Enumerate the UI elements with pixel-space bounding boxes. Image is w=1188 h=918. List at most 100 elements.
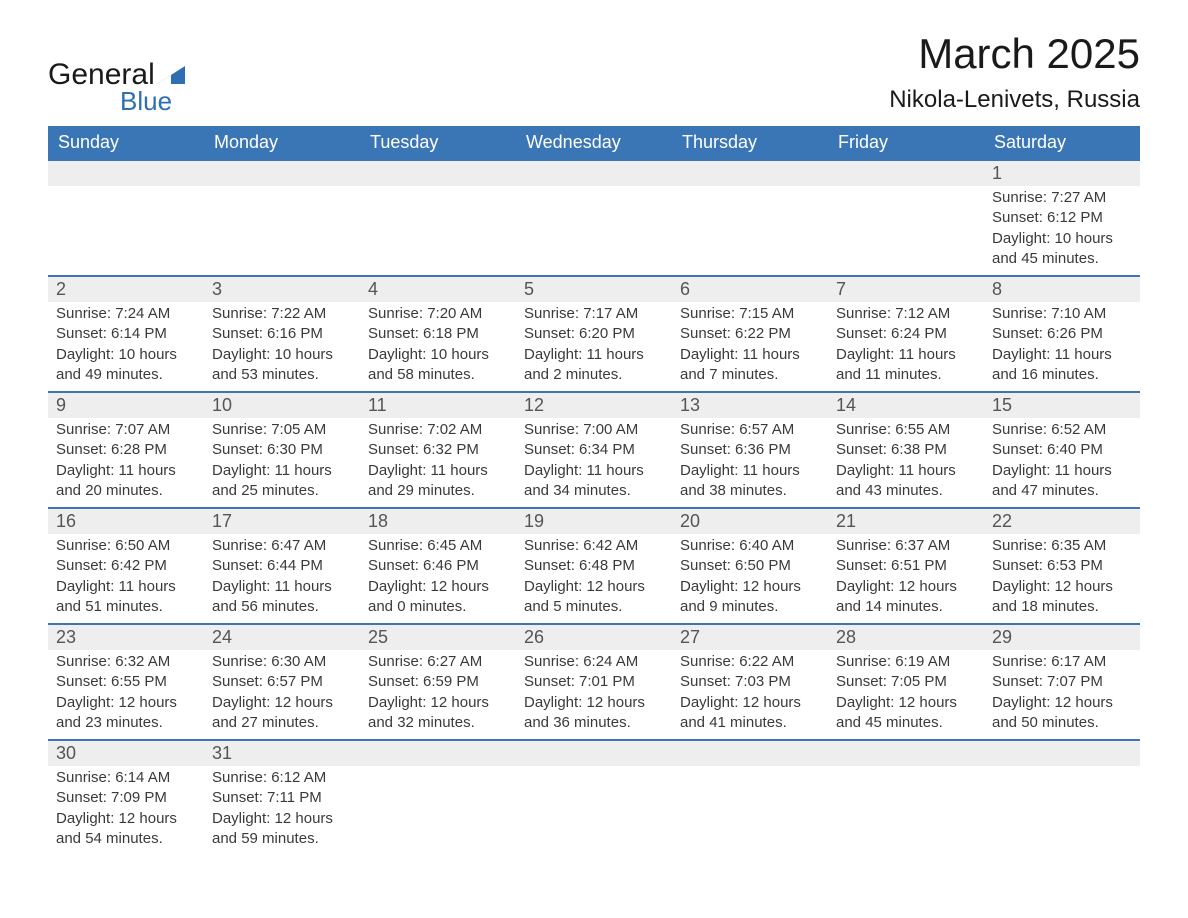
weekday-header: Thursday (672, 126, 828, 160)
sunrise-line: Sunrise: 7:12 AM (836, 304, 976, 324)
sunset-line: Sunset: 6:16 PM (212, 324, 352, 344)
weekday-header: Tuesday (360, 126, 516, 160)
day-number: 20 (672, 509, 828, 534)
sunrise-line: Sunrise: 6:45 AM (368, 536, 508, 556)
day-cell-body: Sunrise: 6:14 AMSunset: 7:09 PMDaylight:… (48, 766, 204, 855)
sunrise-line: Sunrise: 6:24 AM (524, 652, 664, 672)
day-cell-header: 25 (360, 624, 516, 650)
day-cell-body (48, 186, 204, 276)
day-data: Sunrise: 6:50 AMSunset: 6:42 PMDaylight:… (48, 534, 204, 623)
day-number: 8 (984, 277, 1140, 302)
day-cell-header: 2 (48, 276, 204, 302)
day-cell-header (516, 740, 672, 766)
sunrise-line: Sunrise: 6:35 AM (992, 536, 1132, 556)
daylight-line: Daylight: 11 hours and 11 minutes. (836, 345, 976, 386)
day-data: Sunrise: 7:20 AMSunset: 6:18 PMDaylight:… (360, 302, 516, 391)
daylight-line: Daylight: 12 hours and 5 minutes. (524, 577, 664, 618)
day-cell-header: 3 (204, 276, 360, 302)
day-cell-header: 29 (984, 624, 1140, 650)
calendar-table: Sunday Monday Tuesday Wednesday Thursday… (48, 126, 1140, 855)
sunrise-line: Sunrise: 7:24 AM (56, 304, 196, 324)
data-row: Sunrise: 7:07 AMSunset: 6:28 PMDaylight:… (48, 418, 1140, 508)
sunset-line: Sunset: 6:51 PM (836, 556, 976, 576)
day-number: 9 (48, 393, 204, 418)
sunrise-line: Sunrise: 7:07 AM (56, 420, 196, 440)
sunrise-line: Sunrise: 6:57 AM (680, 420, 820, 440)
daylight-line: Daylight: 12 hours and 50 minutes. (992, 693, 1132, 734)
day-data: Sunrise: 6:52 AMSunset: 6:40 PMDaylight:… (984, 418, 1140, 507)
day-cell-body: Sunrise: 6:52 AMSunset: 6:40 PMDaylight:… (984, 418, 1140, 508)
day-number: 2 (48, 277, 204, 302)
daylight-line: Daylight: 12 hours and 45 minutes. (836, 693, 976, 734)
sunrise-line: Sunrise: 6:55 AM (836, 420, 976, 440)
day-data: Sunrise: 6:27 AMSunset: 6:59 PMDaylight:… (360, 650, 516, 739)
day-data: Sunrise: 6:35 AMSunset: 6:53 PMDaylight:… (984, 534, 1140, 623)
sunset-line: Sunset: 6:18 PM (368, 324, 508, 344)
day-data: Sunrise: 7:00 AMSunset: 6:34 PMDaylight:… (516, 418, 672, 507)
weekday-header: Friday (828, 126, 984, 160)
day-data: Sunrise: 6:12 AMSunset: 7:11 PMDaylight:… (204, 766, 360, 855)
sunrise-line: Sunrise: 6:52 AM (992, 420, 1132, 440)
sunset-line: Sunset: 7:09 PM (56, 788, 196, 808)
sunset-line: Sunset: 6:55 PM (56, 672, 196, 692)
day-data: Sunrise: 7:05 AMSunset: 6:30 PMDaylight:… (204, 418, 360, 507)
daylight-line: Daylight: 12 hours and 32 minutes. (368, 693, 508, 734)
sunset-line: Sunset: 6:14 PM (56, 324, 196, 344)
day-number: 28 (828, 625, 984, 650)
sunrise-line: Sunrise: 6:17 AM (992, 652, 1132, 672)
day-cell-header: 31 (204, 740, 360, 766)
day-cell-body (516, 186, 672, 276)
sunset-line: Sunset: 7:07 PM (992, 672, 1132, 692)
month-title: March 2025 (889, 30, 1140, 78)
day-number: 1 (984, 161, 1140, 186)
day-cell-header: 26 (516, 624, 672, 650)
day-cell-body (672, 766, 828, 855)
daylight-line: Daylight: 12 hours and 59 minutes. (212, 809, 352, 850)
day-cell-header (672, 740, 828, 766)
location-label: Nikola-Lenivets, Russia (889, 86, 1140, 114)
day-cell-body: Sunrise: 6:35 AMSunset: 6:53 PMDaylight:… (984, 534, 1140, 624)
day-cell-body: Sunrise: 6:47 AMSunset: 6:44 PMDaylight:… (204, 534, 360, 624)
day-data: Sunrise: 6:30 AMSunset: 6:57 PMDaylight:… (204, 650, 360, 739)
day-cell-header: 12 (516, 392, 672, 418)
sunset-line: Sunset: 6:32 PM (368, 440, 508, 460)
daynum-row: 16171819202122 (48, 508, 1140, 534)
sunset-line: Sunset: 6:38 PM (836, 440, 976, 460)
calendar-body: 1 Sunrise: 7:27 AMSunset: 6:12 PMDayligh… (48, 160, 1140, 855)
daylight-line: Daylight: 12 hours and 0 minutes. (368, 577, 508, 618)
sunrise-line: Sunrise: 6:27 AM (368, 652, 508, 672)
day-cell-header (360, 740, 516, 766)
day-cell-body: Sunrise: 6:27 AMSunset: 6:59 PMDaylight:… (360, 650, 516, 740)
sunset-line: Sunset: 6:26 PM (992, 324, 1132, 344)
daynum-row: 2345678 (48, 276, 1140, 302)
sunset-line: Sunset: 7:03 PM (680, 672, 820, 692)
day-number: 3 (204, 277, 360, 302)
day-cell-body: Sunrise: 7:20 AMSunset: 6:18 PMDaylight:… (360, 302, 516, 392)
day-cell-body: Sunrise: 6:45 AMSunset: 6:46 PMDaylight:… (360, 534, 516, 624)
sunrise-line: Sunrise: 7:17 AM (524, 304, 664, 324)
sunset-line: Sunset: 6:57 PM (212, 672, 352, 692)
brand-name-part2: Blue (120, 90, 185, 113)
day-data: Sunrise: 6:47 AMSunset: 6:44 PMDaylight:… (204, 534, 360, 623)
sunrise-line: Sunrise: 7:22 AM (212, 304, 352, 324)
day-cell-body: Sunrise: 6:40 AMSunset: 6:50 PMDaylight:… (672, 534, 828, 624)
day-cell-header: 11 (360, 392, 516, 418)
sunrise-line: Sunrise: 7:10 AM (992, 304, 1132, 324)
day-cell-header: 8 (984, 276, 1140, 302)
daylight-line: Daylight: 12 hours and 27 minutes. (212, 693, 352, 734)
header: General Blue March 2025 Nikola-Lenivets,… (48, 30, 1140, 114)
sunset-line: Sunset: 6:48 PM (524, 556, 664, 576)
day-number: 16 (48, 509, 204, 534)
day-number: 6 (672, 277, 828, 302)
sunrise-line: Sunrise: 6:40 AM (680, 536, 820, 556)
day-cell-body: Sunrise: 6:17 AMSunset: 7:07 PMDaylight:… (984, 650, 1140, 740)
day-cell-body: Sunrise: 6:37 AMSunset: 6:51 PMDaylight:… (828, 534, 984, 624)
day-data: Sunrise: 6:45 AMSunset: 6:46 PMDaylight:… (360, 534, 516, 623)
sunrise-line: Sunrise: 6:19 AM (836, 652, 976, 672)
sunset-line: Sunset: 6:44 PM (212, 556, 352, 576)
day-number: 19 (516, 509, 672, 534)
day-cell-body: Sunrise: 7:12 AMSunset: 6:24 PMDaylight:… (828, 302, 984, 392)
day-cell-body (828, 186, 984, 276)
sunrise-line: Sunrise: 6:47 AM (212, 536, 352, 556)
daynum-row: 1 (48, 160, 1140, 186)
